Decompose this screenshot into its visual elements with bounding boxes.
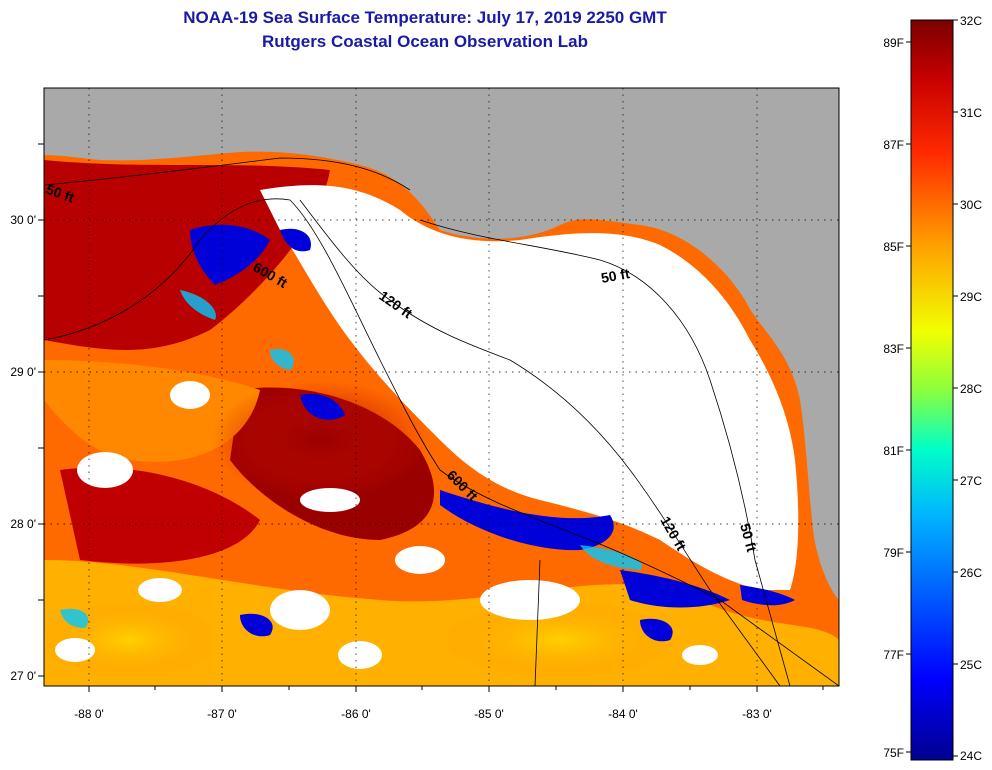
lon-label-84: -84 0' — [608, 707, 638, 721]
cb-c-32: 32C — [960, 14, 982, 28]
orange-region — [44, 360, 260, 462]
cold-water-patches — [190, 224, 795, 642]
map-area: 50 ft 600 ft 120 ft 50 ft 600 ft 120 ft … — [44, 88, 839, 686]
cb-c-29: 29C — [960, 290, 982, 304]
contour-label-50ft-south: 50 ft — [737, 522, 760, 554]
axis-ticks — [38, 143, 824, 692]
cb-f-83: 83F — [883, 342, 904, 356]
cb-c-27: 27C — [960, 474, 982, 488]
cb-c-31: 31C — [960, 106, 982, 120]
map-subtitle: Rutgers Coastal Ocean Observation Lab — [262, 32, 588, 51]
cb-f-77: 77F — [883, 648, 904, 662]
cool-fringes — [60, 290, 642, 628]
lon-label-86: -86 0' — [341, 707, 371, 721]
land-mass — [44, 88, 839, 600]
lon-label-85: -85 0' — [474, 707, 504, 721]
lon-label-88: -88 0' — [74, 707, 104, 721]
cb-f-87: 87F — [883, 138, 904, 152]
temperature-colorbar: 32C 31C 30C 29C 28C 27C 26C 25C 24C 89F … — [883, 14, 982, 763]
cb-c-25: 25C — [960, 658, 982, 672]
cloud-patches — [55, 381, 718, 669]
lat-label-28: 28 0' — [10, 517, 36, 531]
map-frame — [43, 87, 840, 687]
contour-label-50ft-bigbend: 50 ft — [600, 265, 631, 286]
cb-f-89: 89F — [883, 36, 904, 50]
lat-label-29: 29 0' — [10, 365, 36, 379]
lat-label-27: 27 0' — [10, 669, 36, 683]
depth-contours — [44, 157, 839, 686]
warm-region-nw — [44, 160, 330, 350]
cb-c-26: 26C — [960, 566, 982, 580]
colorbar-gradient — [910, 19, 954, 761]
map-title: NOAA-19 Sea Surface Temperature: July 17… — [183, 8, 667, 27]
lon-label-83: -83 0' — [742, 707, 772, 721]
cb-f-85: 85F — [883, 240, 904, 254]
cb-f-75: 75F — [883, 746, 904, 760]
cb-f-79: 79F — [883, 546, 904, 560]
lat-label-30: 30 0' — [10, 213, 36, 227]
cloud-mask-shelf — [260, 185, 799, 591]
cb-f-81: 81F — [883, 444, 904, 458]
cb-c-28: 28C — [960, 382, 982, 396]
cb-c-24: 24C — [960, 749, 982, 763]
cb-c-30: 30C — [960, 198, 982, 212]
warm-region-sw — [60, 467, 260, 564]
lon-label-87: -87 0' — [207, 707, 237, 721]
graticule — [44, 88, 839, 686]
